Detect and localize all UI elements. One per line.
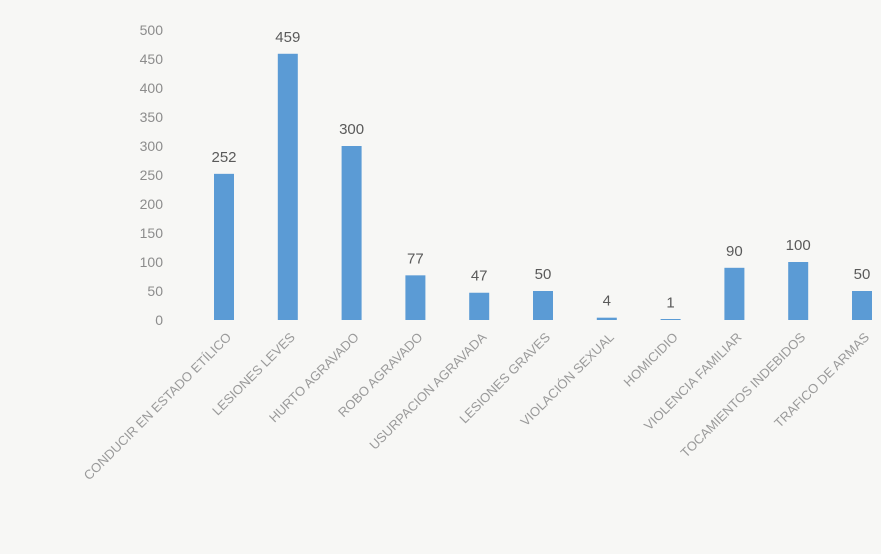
bar xyxy=(214,173,234,320)
category-label: TOCAMIENTOS INDEBIDOS xyxy=(678,329,809,460)
category-label: USURPACION AGRAVADA xyxy=(366,329,489,452)
bar xyxy=(277,53,298,320)
bar xyxy=(405,275,426,320)
y-tick-label: 350 xyxy=(140,109,164,125)
bar xyxy=(724,267,745,320)
bar xyxy=(852,291,872,320)
y-tick-label: 50 xyxy=(147,283,163,299)
bar xyxy=(469,292,490,320)
y-tick-label: 400 xyxy=(140,80,164,96)
bar xyxy=(660,319,681,320)
data-label: 459 xyxy=(275,29,300,46)
data-label: 50 xyxy=(854,266,871,283)
data-label: 77 xyxy=(407,250,424,267)
data-label: 90 xyxy=(726,243,743,260)
y-tick-label: 450 xyxy=(140,51,164,67)
data-label: 252 xyxy=(211,149,236,166)
data-label: 50 xyxy=(535,266,552,283)
bar xyxy=(596,317,617,320)
y-tick-label: 100 xyxy=(140,254,164,270)
data-label: 47 xyxy=(471,268,488,285)
bar xyxy=(788,262,809,320)
y-tick-label: 200 xyxy=(140,196,164,212)
y-tick-label: 300 xyxy=(140,138,164,154)
data-label: 100 xyxy=(786,237,811,254)
data-labels: 252 459 300 77 47 50 4 1 90 100 50 xyxy=(211,29,870,312)
y-tick-label: 0 xyxy=(155,312,163,328)
data-label: 1 xyxy=(666,294,674,311)
y-tick-label: 250 xyxy=(140,167,164,183)
bars xyxy=(214,53,872,320)
y-tick-label: 500 xyxy=(140,22,164,38)
y-axis-ticks: 0 50 100 150 200 250 300 350 400 450 500 xyxy=(140,22,164,328)
bar xyxy=(533,291,553,320)
data-label: 300 xyxy=(339,121,364,138)
data-label: 4 xyxy=(603,293,611,310)
category-label: HOMICIDIO xyxy=(621,330,681,390)
bar xyxy=(341,146,362,320)
y-tick-label: 150 xyxy=(140,225,164,241)
